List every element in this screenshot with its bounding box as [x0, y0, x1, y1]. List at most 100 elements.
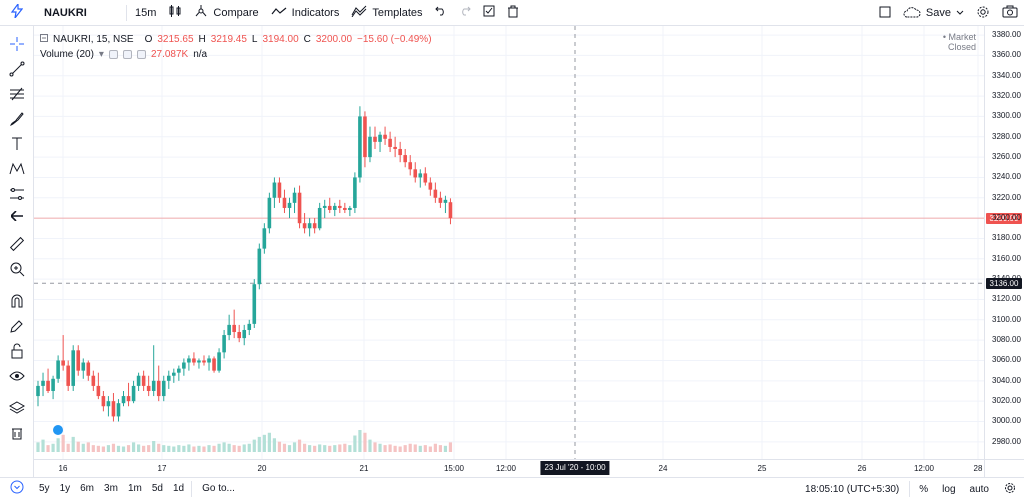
goto-button[interactable]: Go to...	[202, 483, 235, 494]
volume-bar	[388, 444, 392, 452]
candle-body	[41, 380, 45, 386]
zoom-tool[interactable]	[6, 259, 28, 281]
time-tick-label: 28	[973, 464, 983, 473]
price-tick-label: 3360.00	[992, 50, 1021, 60]
volume-bar	[443, 445, 448, 452]
price-tick-label: 3380.00	[992, 30, 1021, 40]
range-button-5d[interactable]: 5d	[151, 483, 163, 494]
undo-icon	[434, 6, 447, 19]
crosshair-time-tag: 23 Jul '20 - 10:00	[540, 461, 610, 475]
candle-body	[297, 192, 302, 224]
pattern-tool[interactable]	[6, 159, 28, 181]
time-tick-label: 20	[257, 464, 267, 473]
candle-body	[408, 162, 413, 170]
tick-button[interactable]	[477, 0, 501, 26]
time-tick-label: 21	[359, 464, 369, 473]
candle-body	[177, 368, 181, 373]
range-button-3m[interactable]: 3m	[104, 483, 118, 494]
price-tick-label: 3120.00	[992, 294, 1021, 304]
price-chart[interactable]	[34, 26, 984, 459]
log-toggle[interactable]: log	[942, 483, 956, 495]
percent-toggle[interactable]: %	[919, 483, 929, 495]
save-button[interactable]: Save	[897, 0, 970, 26]
settings-button[interactable]	[970, 0, 996, 26]
volume-bar	[126, 445, 131, 452]
candle-body	[86, 362, 91, 376]
measure-tool[interactable]	[6, 234, 28, 256]
lock-all-tool[interactable]	[6, 341, 28, 363]
compare-label: Compare	[213, 6, 259, 19]
volume-bar	[247, 443, 251, 452]
range-button-1m[interactable]: 1m	[127, 483, 142, 494]
interval-button[interactable]: 15m	[135, 6, 157, 19]
volume-bar	[282, 443, 287, 452]
indicators-button[interactable]: Indicators	[265, 0, 346, 26]
remove-drawings-tool[interactable]	[6, 423, 28, 445]
redo-button[interactable]	[453, 0, 477, 26]
pencil-lock-icon	[9, 318, 25, 337]
symbol-search-button[interactable]: NAUKRI	[44, 6, 87, 19]
price-tick-label: 3280.00	[992, 131, 1021, 141]
brush-tool[interactable]	[6, 109, 28, 131]
settings-icon[interactable]	[122, 50, 132, 59]
trend-line-icon	[9, 61, 25, 80]
volume-bar	[137, 444, 141, 452]
volume-bar	[182, 445, 186, 452]
visibility-toggle-icon[interactable]	[108, 50, 118, 59]
candle-body	[322, 205, 327, 208]
candle-body	[398, 148, 402, 156]
time-tick-label: 15:00	[443, 464, 465, 473]
volume-bar	[202, 446, 206, 452]
series-legend: NAUKRI, 15, NSE O 3215.65 H 3219.45 L 3194.…	[40, 32, 432, 47]
collapse-legend-icon[interactable]	[40, 34, 48, 45]
object-tree-tool[interactable]	[6, 398, 28, 420]
price-axis[interactable]	[984, 26, 1024, 459]
delete-button[interactable]	[501, 0, 525, 26]
templates-button[interactable]: Templates	[345, 0, 428, 26]
chevron-down-icon[interactable]: ▾	[98, 49, 104, 60]
time-axis[interactable]: 16 17 20 21 15:00 12:00 24 25 26 12:00 28 23 Jul '2…	[34, 459, 984, 477]
hide-drawings-tool[interactable]	[6, 366, 28, 388]
fib-tool[interactable]	[6, 84, 28, 106]
candle-body	[302, 223, 307, 229]
close-icon[interactable]	[136, 50, 146, 59]
lock-drawings-tool[interactable]	[6, 316, 28, 338]
range-button-5y[interactable]: 5y	[39, 483, 50, 494]
range-button-1d[interactable]: 1d	[172, 483, 185, 494]
clock[interactable]: 18:05:10 (UTC+5:30)	[805, 483, 900, 495]
trend-line-tool[interactable]	[6, 59, 28, 81]
volume-bar	[308, 445, 312, 452]
undo-button[interactable]	[429, 0, 453, 26]
close-label: C	[303, 34, 311, 45]
volume-bar	[187, 444, 191, 452]
candle-body	[51, 378, 55, 391]
snapshot-button[interactable]	[996, 0, 1024, 26]
volume-bar	[433, 443, 437, 452]
volume-bar	[101, 446, 105, 452]
lightning-icon[interactable]	[0, 2, 34, 21]
candle-body	[106, 401, 111, 407]
volume-bar	[76, 441, 80, 452]
chart-type-button[interactable]	[162, 0, 188, 26]
hide-toolbar-button[interactable]	[6, 206, 28, 228]
text-tool[interactable]	[6, 134, 28, 156]
compare-button[interactable]: Compare	[188, 0, 264, 26]
crosshair-price-tag: 3136.00	[986, 278, 1022, 290]
range-button-1y[interactable]: 1y	[59, 483, 71, 494]
range-button-6m[interactable]: 6m	[80, 483, 95, 494]
camera-icon	[1002, 5, 1018, 21]
prediction-tool[interactable]	[6, 184, 28, 206]
high-value: 3219.45	[210, 34, 247, 45]
candle-body	[146, 385, 151, 391]
fullscreen-button[interactable]	[873, 0, 897, 26]
volume-bar	[373, 442, 377, 452]
crosshair-tool[interactable]	[6, 34, 28, 56]
auto-toggle[interactable]: auto	[969, 483, 989, 495]
candle-body	[272, 182, 277, 198]
magnet-tool[interactable]	[6, 291, 28, 313]
price-tick-label: 3340.00	[992, 70, 1021, 80]
axis-settings-button[interactable]	[996, 482, 1024, 497]
candle-body	[96, 385, 101, 397]
chevron-down-icon	[10, 480, 24, 497]
date-range-menu[interactable]	[0, 480, 34, 497]
